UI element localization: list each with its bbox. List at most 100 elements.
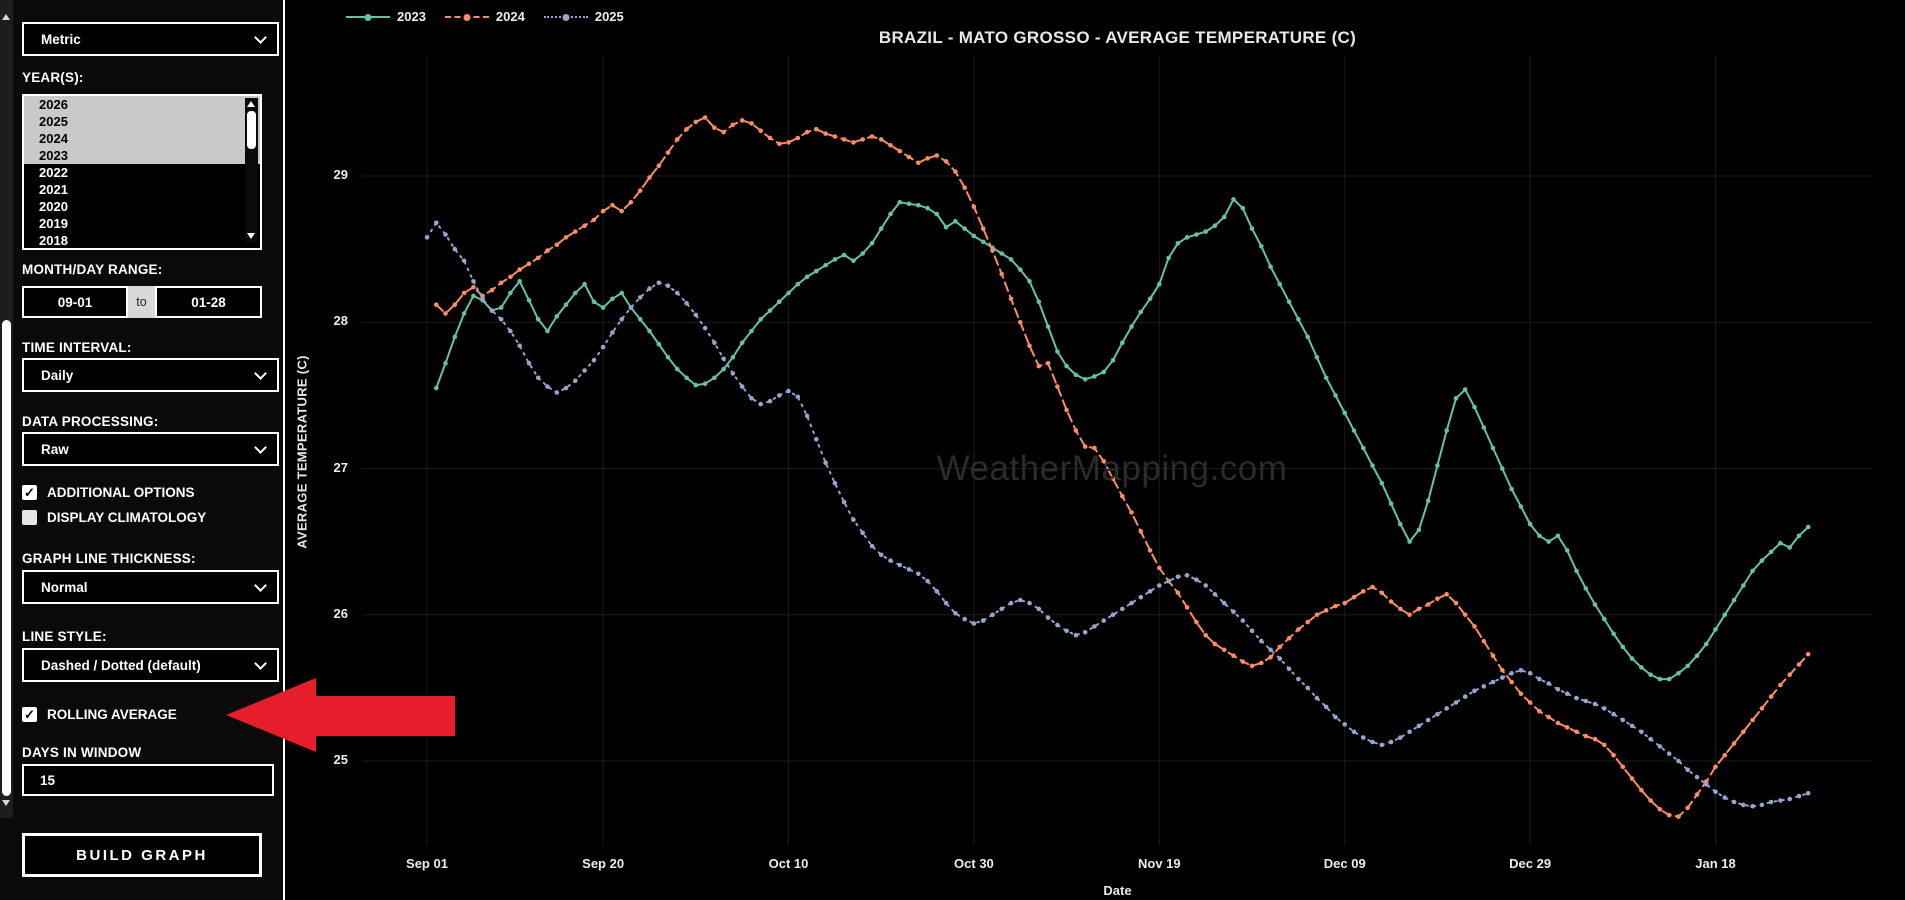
data-point-2025 <box>897 562 903 568</box>
data-point-2025 <box>980 618 986 623</box>
data-point-2025 <box>1240 618 1246 623</box>
legend-item-2024[interactable]: 2024 <box>444 9 525 24</box>
data-point-2023 <box>860 251 865 256</box>
data-point-2024 <box>860 137 865 142</box>
legend-item-2023[interactable]: 2023 <box>346 9 426 24</box>
data-point-2024 <box>1759 706 1765 711</box>
data-point-2023 <box>1184 235 1190 240</box>
days-in-window-input[interactable] <box>22 764 274 796</box>
display-climatology-checkbox[interactable] <box>22 510 37 525</box>
legend-item-2025[interactable]: 2025 <box>543 9 624 24</box>
data-point-2024 <box>489 287 495 293</box>
data-point-2023 <box>1018 267 1023 272</box>
data-point-2025 <box>1500 675 1505 680</box>
data-point-2025 <box>461 258 467 264</box>
data-processing-select[interactable]: Raw <box>22 432 279 466</box>
year-option-2022[interactable]: 2022 <box>39 165 68 180</box>
years-listbox[interactable]: 2026 2025 2024 2023 2022 2021 2020 2019 2018 <box>22 94 262 250</box>
data-point-2023 <box>1398 521 1403 527</box>
year-option-2020[interactable]: 2020 <box>39 199 68 214</box>
year-option-2024[interactable]: 2024 <box>24 130 260 147</box>
data-point-2023 <box>1759 558 1765 563</box>
years-listbox-scrollbar[interactable] <box>245 98 258 242</box>
year-option-2023[interactable]: 2023 <box>24 147 260 164</box>
chart-title: BRAZIL - MATO GROSSO - AVERAGE TEMPERATU… <box>878 28 1357 47</box>
data-point-2023 <box>1203 229 1208 234</box>
data-point-2023 <box>600 305 606 310</box>
page-scrollbar[interactable] <box>0 0 13 818</box>
y-tick-label-27: 27 <box>333 459 348 475</box>
data-point-2023 <box>1147 296 1153 302</box>
data-point-2024 <box>962 185 967 190</box>
years-scrollbar-thumb[interactable] <box>247 111 256 149</box>
data-point-2025 <box>656 280 662 286</box>
data-point-2023 <box>461 311 467 316</box>
data-point-2025 <box>1045 615 1051 620</box>
additional-options-checkbox-row[interactable]: ADDITIONAL OPTIONS <box>22 485 195 500</box>
data-point-2025 <box>1101 618 1106 623</box>
year-option-2018[interactable]: 2018 <box>39 233 68 248</box>
metric-select[interactable]: Metric <box>22 22 279 56</box>
data-point-2025 <box>1333 714 1338 720</box>
data-point-2024 <box>1676 814 1681 819</box>
data-point-2023 <box>1713 627 1718 632</box>
data-point-2023 <box>1778 540 1783 546</box>
data-point-2024 <box>1472 624 1477 629</box>
data-point-2024 <box>795 135 801 141</box>
data-point-2024 <box>693 119 699 125</box>
year-option-2025[interactable]: 2025 <box>24 113 260 130</box>
scroll-down-icon[interactable] <box>247 233 255 239</box>
data-point-2024 <box>665 150 671 155</box>
time-interval-select[interactable]: Daily <box>22 358 279 392</box>
data-point-2025 <box>1018 597 1023 603</box>
data-point-2025 <box>777 393 782 398</box>
page-scrollbar-thumb[interactable] <box>2 320 11 796</box>
rolling-average-checkbox-row[interactable]: ROLLING AVERAGE <box>22 707 177 722</box>
range-end-input[interactable] <box>155 286 262 318</box>
data-point-2023 <box>1157 281 1162 287</box>
data-point-2025 <box>1036 606 1042 612</box>
display-climatology-checkbox-row[interactable]: DISPLAY CLIMATOLOGY <box>22 510 206 525</box>
data-point-2024 <box>1750 717 1755 723</box>
data-point-2023 <box>1704 641 1709 647</box>
data-point-2023 <box>1064 363 1069 369</box>
data-point-2024 <box>1101 458 1106 464</box>
data-point-2025 <box>1064 628 1069 634</box>
scroll-down-icon[interactable] <box>2 800 10 806</box>
data-point-2024 <box>1666 812 1672 818</box>
year-option-2019[interactable]: 2019 <box>39 216 68 231</box>
data-point-2025 <box>1314 695 1320 701</box>
data-point-2023 <box>1731 597 1737 603</box>
data-point-2025 <box>1759 802 1765 808</box>
rolling-average-label: ROLLING AVERAGE <box>47 707 177 722</box>
year-option-2026[interactable]: 2026 <box>24 96 260 113</box>
scroll-up-icon[interactable] <box>2 14 10 20</box>
data-point-2024 <box>1564 725 1570 730</box>
data-point-2023 <box>573 290 578 296</box>
data-point-2024 <box>712 125 717 130</box>
x-tick-label-Jan-18: Jan 18 <box>1695 856 1736 871</box>
chevron-down-icon <box>254 579 267 592</box>
data-point-2025 <box>971 621 977 626</box>
data-point-2025 <box>1564 691 1570 696</box>
range-start-input[interactable] <box>22 286 128 318</box>
data-point-2025 <box>1212 592 1218 597</box>
y-tick-label-25: 25 <box>333 752 348 767</box>
line-style-select[interactable]: Dashed / Dotted (default) <box>22 648 279 682</box>
graph-line-thickness-select[interactable]: Normal <box>22 570 279 604</box>
data-point-2025 <box>498 317 504 322</box>
rolling-average-checkbox[interactable] <box>22 707 37 722</box>
scroll-up-icon[interactable] <box>247 101 255 107</box>
additional-options-checkbox[interactable] <box>22 485 37 500</box>
chart-legend: 2023 2024 2025 <box>346 9 624 24</box>
build-graph-button[interactable]: BUILD GRAPH <box>22 833 262 877</box>
data-point-2025 <box>545 384 550 389</box>
data-point-2023 <box>795 281 801 287</box>
legend-line-sample <box>346 14 390 21</box>
data-point-2025 <box>610 330 615 335</box>
data-point-2024 <box>1296 627 1301 632</box>
data-point-2023 <box>832 257 838 262</box>
year-option-2021[interactable]: 2021 <box>39 182 68 197</box>
data-point-2025 <box>1768 799 1774 805</box>
data-point-2023 <box>1583 586 1589 591</box>
